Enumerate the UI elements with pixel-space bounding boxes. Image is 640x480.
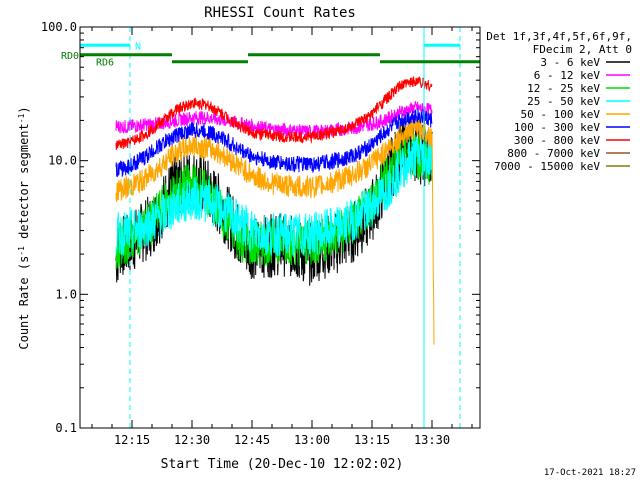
y-axis-label: Count Rate (s-1 detector segment-1) — [17, 106, 32, 349]
x-tick-label: 13:30 — [414, 433, 450, 447]
axes-layer: 12:15 12:30 12:45 13:00 13:15 13:30 0.1 1.0 10.0… — [41, 20, 480, 447]
legend-entry-label: 12 - 25 keV — [527, 82, 600, 95]
legend-entry-label: 300 - 800 keV — [514, 134, 600, 147]
legend: Det 1f,3f,4f,5f,6f,9f,FDecim 2, Att 03 -… — [486, 30, 632, 173]
x-tick-label: 12:15 — [114, 433, 150, 447]
attenuator-label-rd6: RD6 — [96, 58, 114, 69]
series-line-7 — [115, 75, 433, 150]
attenuator-label-rd0: RD0 — [61, 51, 79, 62]
x-tick-label: 13:00 — [294, 433, 330, 447]
legend-entry-label: 6 - 12 keV — [534, 69, 601, 82]
series-layer — [115, 75, 435, 345]
legend-header-line: Det 1f,3f,4f,5f,6f,9f, — [486, 30, 632, 43]
legend-header-line: FDecim 2, Att 0 — [533, 43, 632, 56]
plot-frame — [79, 26, 481, 429]
y-tick-label: 1.0 — [55, 287, 77, 301]
series-line-4 — [115, 136, 433, 257]
series-line-6 — [115, 107, 433, 178]
legend-entry-label: 7000 - 15000 keV — [494, 160, 600, 173]
legend-entry-label: 800 - 7000 keV — [507, 147, 600, 160]
legend-entry-label: 100 - 300 keV — [514, 121, 600, 134]
chart-title: RHESSI Count Rates — [204, 5, 356, 21]
legend-entry-label: 3 - 6 keV — [540, 56, 600, 69]
x-tick-label: 13:15 — [354, 433, 390, 447]
n-marker-label: N — [135, 41, 141, 52]
x-axis-label: Start Time (20-Dec-10 12:02:02) — [161, 457, 404, 472]
x-tick-label: 12:30 — [174, 433, 210, 447]
footer-timestamp: 17-Oct-2021 18:27 — [544, 468, 636, 478]
series-line-5 — [115, 114, 435, 345]
y-tick-label: 10.0 — [48, 154, 77, 168]
y-tick-label: 0.1 — [55, 421, 77, 435]
x-tick-label: 12:45 — [234, 433, 270, 447]
legend-entry-label: 50 - 100 keV — [521, 108, 601, 121]
y-tick-label: 100.0 — [41, 20, 77, 34]
overlay-layer: RD0 RD6 N — [61, 27, 480, 428]
legend-entry-label: 25 - 50 keV — [527, 95, 600, 108]
